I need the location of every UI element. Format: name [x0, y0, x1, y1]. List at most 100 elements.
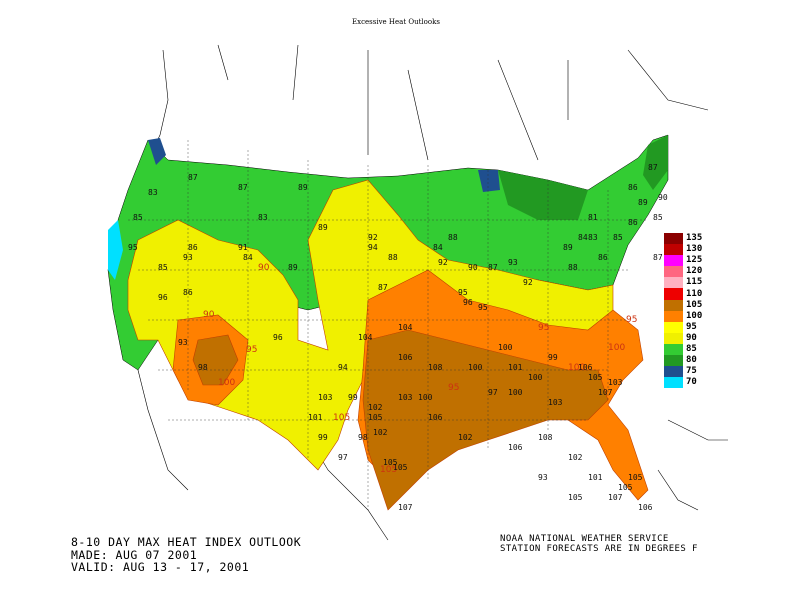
station-value: 95 [478, 303, 488, 312]
station-value: 90 [658, 193, 668, 202]
station-value: 83 [148, 188, 158, 197]
legend-label: 80 [686, 355, 697, 366]
station-value: 101 [588, 473, 603, 482]
station-value: 93 [178, 338, 188, 347]
contour-label: 95 [538, 323, 549, 333]
page-title: Excessive Heat Outlooks [352, 18, 440, 26]
station-value: 90 [468, 263, 478, 272]
station-value: 96 [158, 293, 168, 302]
station-value: 81 [588, 213, 598, 222]
station-value: 107 [608, 493, 623, 502]
station-value: 89 [638, 198, 648, 207]
state-borders [128, 140, 648, 510]
legend-item: 105 [664, 299, 724, 311]
legend-item: 120 [664, 266, 724, 278]
station-value: 95 [458, 288, 468, 297]
legend-item: 100 [664, 310, 724, 322]
station-value: 100 [528, 373, 543, 382]
station-value: 103 [608, 378, 623, 387]
station-value: 103 [318, 393, 333, 402]
contour-label: 95 [246, 345, 257, 355]
station-value: 93 [508, 258, 518, 267]
legend-label: 125 [686, 255, 703, 266]
station-value: 84 [433, 243, 443, 252]
legend-label: 135 [686, 233, 703, 244]
legend-label: 90 [686, 332, 697, 343]
station-value: 99 [348, 393, 358, 402]
contour-label: 100 [218, 378, 235, 388]
station-value: 91 [238, 243, 248, 252]
station-value: 84 [578, 233, 588, 242]
station-value: 102 [373, 428, 388, 437]
caption-line: 8-10 DAY MAX HEAT INDEX OUTLOOK [71, 535, 302, 549]
legend-swatch [664, 299, 683, 311]
legend-item: 110 [664, 288, 724, 300]
station-value: 85 [613, 233, 623, 242]
station-value: 93 [183, 253, 193, 262]
legend-label: 115 [686, 277, 703, 288]
legend-label: 70 [686, 377, 697, 388]
station-value: 107 [398, 503, 413, 512]
station-value: 106 [398, 353, 413, 362]
station-value: 105 [588, 373, 603, 382]
station-value: 83 [258, 213, 268, 222]
station-value: 86 [188, 243, 198, 252]
station-value: 105 [368, 413, 383, 422]
legend-swatch [664, 277, 683, 289]
contour-labels: 90 90 95 100 105 95 100 105 100 95 95 [203, 263, 637, 475]
station-value: 83 [588, 233, 598, 242]
legend-item: 135 [664, 233, 724, 245]
station-value: 101 [508, 363, 523, 372]
legend-label: 75 [686, 366, 697, 377]
station-value: 104 [358, 333, 373, 342]
contour-label: 95 [448, 383, 459, 393]
legend-label: 120 [686, 266, 703, 277]
station-value: 99 [548, 353, 558, 362]
region-80 [643, 135, 668, 190]
station-value: 106 [578, 363, 593, 372]
legend-item: 95 [664, 321, 724, 333]
station-value: 88 [448, 233, 458, 242]
legend-swatch [664, 288, 683, 300]
legend-swatch [664, 244, 683, 256]
station-value: 89 [563, 243, 573, 252]
legend-swatch [664, 255, 683, 267]
station-value: 86 [183, 288, 193, 297]
station-value: 87 [648, 163, 658, 172]
contour-label: 95 [626, 315, 637, 325]
legend-label: 110 [686, 288, 703, 299]
station-value: 105 [628, 473, 643, 482]
caption-line: MADE: AUG 07 2001 [71, 547, 198, 562]
map-caption: 8-10 DAY MAX HEAT INDEX OUTLOOK MADE: AU… [71, 536, 301, 574]
station-value: 100 [498, 343, 513, 352]
station-value: 108 [538, 433, 553, 442]
station-value: 96 [273, 333, 283, 342]
station-value: 102 [568, 453, 583, 462]
region-75-nw [148, 138, 166, 165]
legend-swatch [664, 233, 683, 245]
region-75-ne [478, 170, 500, 192]
contour-label: 100 [568, 363, 585, 373]
station-value: 87 [238, 183, 248, 192]
station-value: 92 [438, 258, 448, 267]
legend-swatch [664, 355, 683, 367]
region-80-ne [498, 170, 588, 220]
station-value: 94 [338, 363, 348, 372]
station-value: 103 [548, 398, 563, 407]
legend-swatch [664, 266, 683, 278]
station-value: 95 [128, 243, 138, 252]
station-value: 97 [338, 453, 348, 462]
station-value: 86 [598, 253, 608, 262]
region-70-coast [108, 220, 123, 280]
station-value: 107 [598, 388, 613, 397]
legend-item: 80 [664, 355, 724, 367]
station-value: 101 [308, 413, 323, 422]
station-value: 88 [388, 253, 398, 262]
contour-label: 100 [608, 343, 625, 353]
station-value: 105 [568, 493, 583, 502]
station-value: 86 [628, 183, 638, 192]
station-value: 97 [488, 388, 498, 397]
station-value: 86 [628, 218, 638, 227]
contour-label: 90 [203, 310, 215, 320]
source-note: NOAA NATIONAL WEATHER SERVICE STATION FO… [500, 534, 698, 554]
